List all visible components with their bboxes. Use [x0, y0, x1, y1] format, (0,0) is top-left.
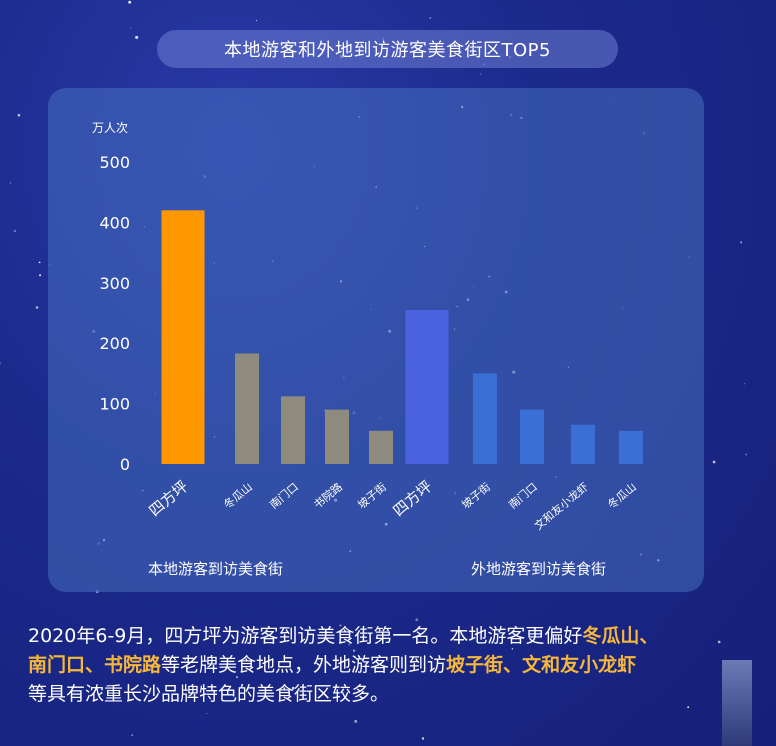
chart-panel [48, 88, 704, 592]
bar [325, 409, 349, 464]
x-tick-label: 冬瓜山 [221, 480, 255, 512]
star [415, 618, 419, 622]
x-tick-label: 书院路 [311, 480, 345, 512]
x-tick-label: 文和友小龙虾 [531, 480, 591, 533]
y-tick-label: 0 [120, 455, 130, 474]
star [39, 274, 42, 277]
star [13, 229, 17, 233]
star [291, 686, 295, 690]
x-tick-label: 南门口 [267, 480, 301, 512]
y-tick-label: 400 [99, 213, 130, 232]
star [712, 460, 716, 464]
highlight-nanmenkou: 南门口、 [28, 654, 105, 676]
star [339, 624, 342, 627]
bar [473, 373, 497, 464]
bar [405, 309, 449, 464]
star [687, 706, 690, 709]
star [35, 306, 39, 309]
y-tick-label: 500 [99, 153, 130, 172]
star [9, 182, 12, 184]
star [206, 712, 208, 715]
star [429, 17, 432, 19]
star [131, 734, 134, 737]
bar [571, 424, 595, 464]
star [480, 73, 482, 75]
highlight-dongguashan: 冬瓜山、 [582, 625, 659, 647]
y-tick-label: 100 [99, 395, 130, 414]
y-tick-label: 300 [99, 274, 130, 293]
highlight-pozijie: 坡子街、 [446, 654, 523, 676]
star [717, 640, 721, 644]
desc-part-2: 等老牌美食地点，外地游客则到访 [161, 654, 447, 676]
bar [161, 210, 205, 464]
star [348, 643, 351, 646]
description-text: 2020年6-9月，四方坪为游客到访美食街第一名。本地游客更偏好冬瓜山、南门口、… [28, 622, 768, 709]
group-label-outside: 外地游客到访美食街 [471, 560, 607, 578]
star [130, 27, 132, 29]
x-tick-label: 四方坪 [146, 477, 192, 520]
group-label-local: 本地游客到访美食街 [148, 560, 284, 578]
star [255, 19, 258, 22]
star [135, 35, 139, 39]
highlight-shuyuanlu: 书院路 [104, 654, 162, 676]
x-tick-label: 冬瓜山 [605, 480, 639, 512]
star [38, 261, 41, 264]
desc-part-1: 2020年6-9月，四方坪为游客到访美食街第一名。本地游客更偏好 [28, 625, 583, 647]
bar [281, 396, 305, 464]
x-tick-label: 坡子街 [355, 480, 389, 512]
x-tick-label: 四方坪 [390, 477, 436, 520]
star [352, 649, 356, 652]
star [744, 383, 746, 385]
star [17, 113, 21, 117]
star [354, 719, 358, 723]
star [511, 647, 514, 650]
star [235, 675, 239, 679]
building-decoration [722, 660, 752, 746]
desc-part-3: 等具有浓重长沙品牌特色的美食街区较多。 [28, 683, 390, 705]
star [0, 362, 2, 365]
bar [619, 430, 643, 464]
star [745, 453, 748, 456]
highlight-wenheyou: 文和友小龙虾 [522, 654, 637, 676]
bar [520, 409, 544, 464]
bar [369, 430, 393, 464]
star [128, 0, 132, 4]
y-tick-label: 200 [99, 334, 130, 353]
star [59, 656, 61, 658]
star [421, 737, 425, 740]
x-tick-label: 坡子街 [459, 480, 493, 512]
x-tick-label: 南门口 [506, 480, 540, 512]
star [184, 658, 187, 661]
bar [235, 353, 259, 464]
star [740, 241, 743, 244]
chart-title: 本地游客和外地到访游客美食街区TOP5 [157, 30, 618, 68]
y-axis-unit-label: 万人次 [92, 121, 128, 135]
